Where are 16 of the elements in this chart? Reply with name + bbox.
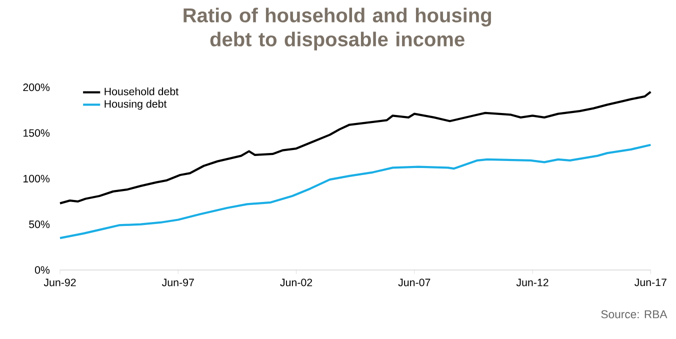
source-note: Source: RBA — [601, 310, 668, 318]
y-tick-label: 50% — [29, 220, 50, 228]
y-tick-label: 100% — [24, 174, 50, 182]
chart-title: Ratio of household and housing debt to disposable income — [184, 8, 491, 50]
x-tick-label: Jun-97 — [162, 278, 194, 286]
x-tick-label: Jun-02 — [280, 278, 312, 286]
line-series — [58, 144, 652, 240]
x-tick-label: Jun-17 — [634, 278, 666, 286]
x-tick-label: Jun-07 — [398, 278, 430, 286]
legend-label: Household debt — [104, 87, 178, 96]
y-tick-label: 0% — [34, 266, 50, 274]
y-tick-label: 200% — [23, 84, 50, 92]
x-tick-label: Jun-92 — [44, 278, 76, 286]
x-tick-label: Jun-12 — [516, 278, 548, 286]
y-tick-label: 150% — [24, 129, 50, 137]
legend-label: Housing debt — [104, 100, 167, 110]
